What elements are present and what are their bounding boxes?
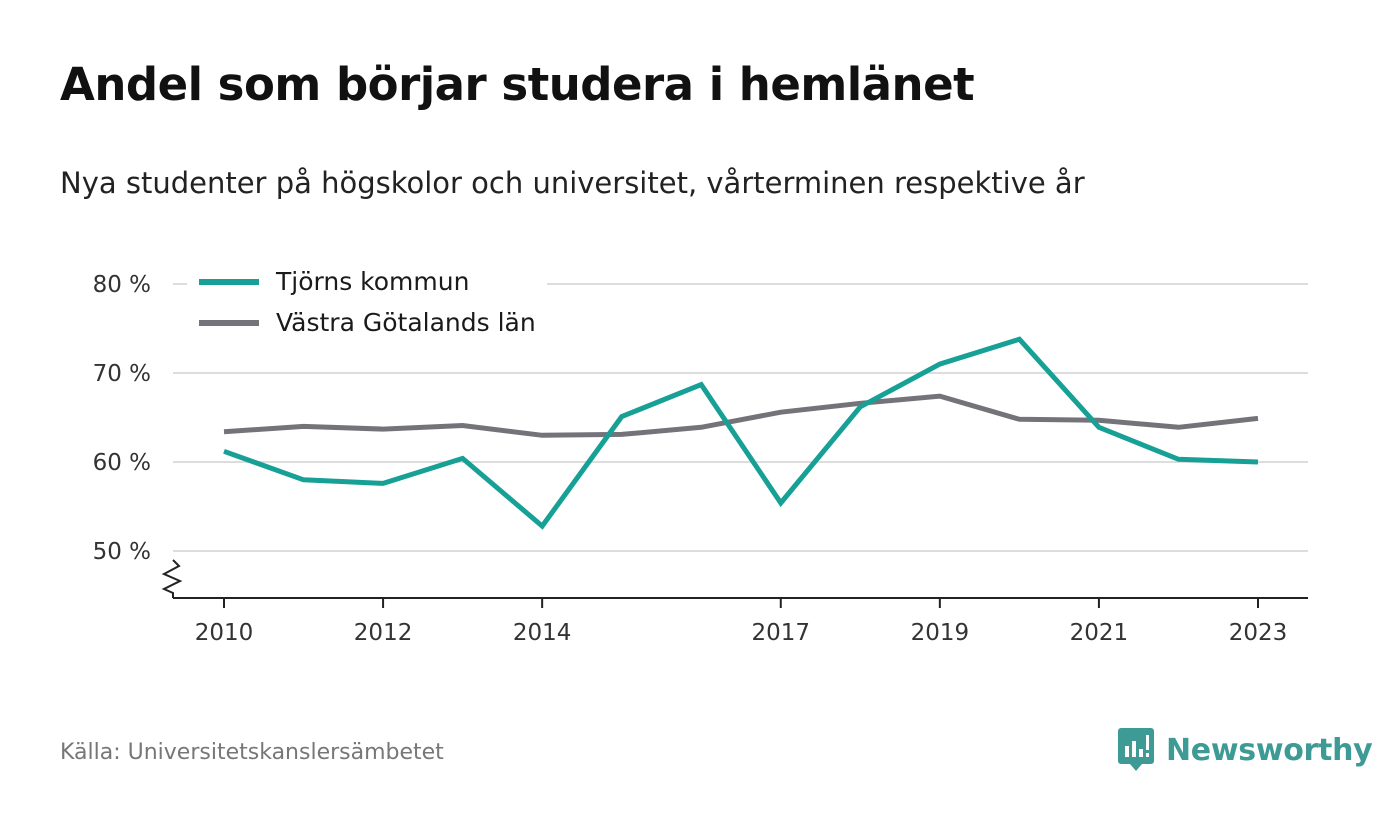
brand-name: Newsworthy <box>1166 732 1373 768</box>
y-tick-label: 80 % <box>93 272 151 298</box>
x-tick-label: 2014 <box>513 620 572 646</box>
legend: Tjörns kommun Västra Götalands län <box>187 264 547 340</box>
axis-break-icon <box>161 559 183 598</box>
series-layer <box>223 336 1259 530</box>
y-tick-label: 60 % <box>93 450 151 476</box>
x-tick-label: 2021 <box>1070 620 1129 646</box>
y-tick-label: 50 % <box>93 539 151 565</box>
x-tick-label: 2010 <box>195 620 254 646</box>
legend-label: Västra Götalands län <box>276 308 536 337</box>
x-tick-label: 2012 <box>354 620 413 646</box>
legend-background <box>187 264 547 340</box>
series-line-vastra-gotalands-lan <box>223 393 1259 438</box>
y-tick-label: 70 % <box>93 361 151 387</box>
source-note: Källa: Universitetskanslersämbetet <box>60 740 444 765</box>
x-tick-label: 2023 <box>1229 620 1288 646</box>
axis-layer: 50 % 60 % 70 % 80 % 2010 2012 2014 2017 2019 2021… <box>93 272 1308 646</box>
page-title: Andel som börjar studera i hemlänet <box>60 58 975 111</box>
page-subtitle: Nya studenter på högskolor och universit… <box>60 166 1085 200</box>
line-chart: 50 % 60 % 70 % 80 % 2010 2012 2014 2017 2019 2021… <box>92 264 1308 646</box>
newsworthy-logo: Newsworthy <box>1118 728 1373 772</box>
x-tick-label: 2019 <box>911 620 970 646</box>
series-line-tjorns-kommun <box>223 336 1259 530</box>
x-tick-label: 2017 <box>751 620 810 646</box>
newsworthy-logo-icon <box>1118 728 1154 771</box>
legend-label: Tjörns kommun <box>275 267 469 296</box>
